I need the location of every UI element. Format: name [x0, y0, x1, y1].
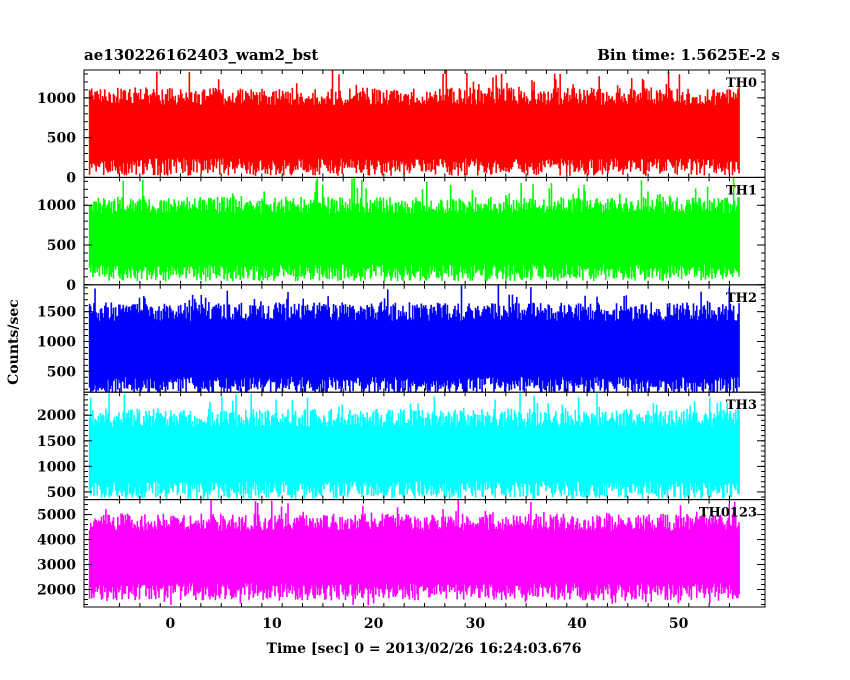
panel-label: TH1: [726, 183, 757, 198]
x-tick-label: 0: [166, 616, 176, 632]
y-tick-label: 4000: [37, 533, 76, 549]
series-th2-trace: [88, 285, 740, 393]
chart-title-left: ae130226162403_wam2_bst: [84, 46, 318, 64]
panel-th0: 0 500 1000 TH0: [37, 69, 766, 186]
x-tick-label: 10: [262, 616, 282, 632]
panel-label: TH2: [726, 291, 757, 306]
x-tick-label: 30: [466, 616, 486, 632]
y-tick-label: 5000: [37, 508, 76, 524]
y-tick-label: 2000: [37, 408, 76, 424]
y-tick-label: 2000: [37, 583, 76, 599]
series-th1-trace: [88, 177, 740, 282]
series-th0-trace: [88, 70, 740, 176]
x-axis: 0 10 20 30 40 50: [166, 616, 689, 632]
panel-th1: 0 500 1000 TH1: [37, 176, 766, 294]
chart-title-right: Bin time: 1.5625E-2 s: [597, 46, 780, 64]
y-tick-label: 1000: [37, 91, 76, 107]
y-axis-label: Counts/sec: [6, 299, 22, 385]
y-tick-label: 500: [47, 364, 76, 380]
panel-group: 0 500 1000 TH0 0 500 1000 TH1 500 1000 1500 TH2 500 1…: [37, 69, 766, 608]
y-tick-label: 1000: [37, 334, 76, 350]
x-axis-label: Time [sec] 0 = 2013/02/26 16:24:03.676: [267, 641, 582, 657]
y-tick-label: 1500: [37, 305, 76, 321]
y-tick-label: 1500: [37, 434, 76, 450]
panel-th0123: 2000 3000 4000 5000 TH0123: [37, 499, 766, 608]
y-tick-label: 1000: [37, 459, 76, 475]
x-tick-label: 20: [364, 616, 384, 632]
panel-label: TH0: [726, 76, 757, 91]
y-tick-label: 500: [47, 238, 76, 254]
x-tick-label: 40: [567, 616, 587, 632]
panel-th2: 500 1000 1500 TH2: [37, 284, 766, 393]
y-tick-label: 500: [47, 131, 76, 147]
y-tick-label: 0: [66, 278, 76, 294]
series-th3-trace: [88, 392, 740, 500]
panel-th3: 500 1000 1500 2000 TH3: [37, 391, 766, 501]
series-th0123-trace: [88, 499, 740, 606]
y-tick-label: 500: [47, 485, 76, 501]
y-tick-label: 0: [66, 170, 76, 186]
panel-label: TH3: [726, 398, 757, 413]
panel-label: TH0123: [699, 506, 757, 521]
y-tick-label: 3000: [37, 558, 76, 574]
y-tick-label: 1000: [37, 198, 76, 214]
x-tick-label: 50: [669, 616, 689, 632]
